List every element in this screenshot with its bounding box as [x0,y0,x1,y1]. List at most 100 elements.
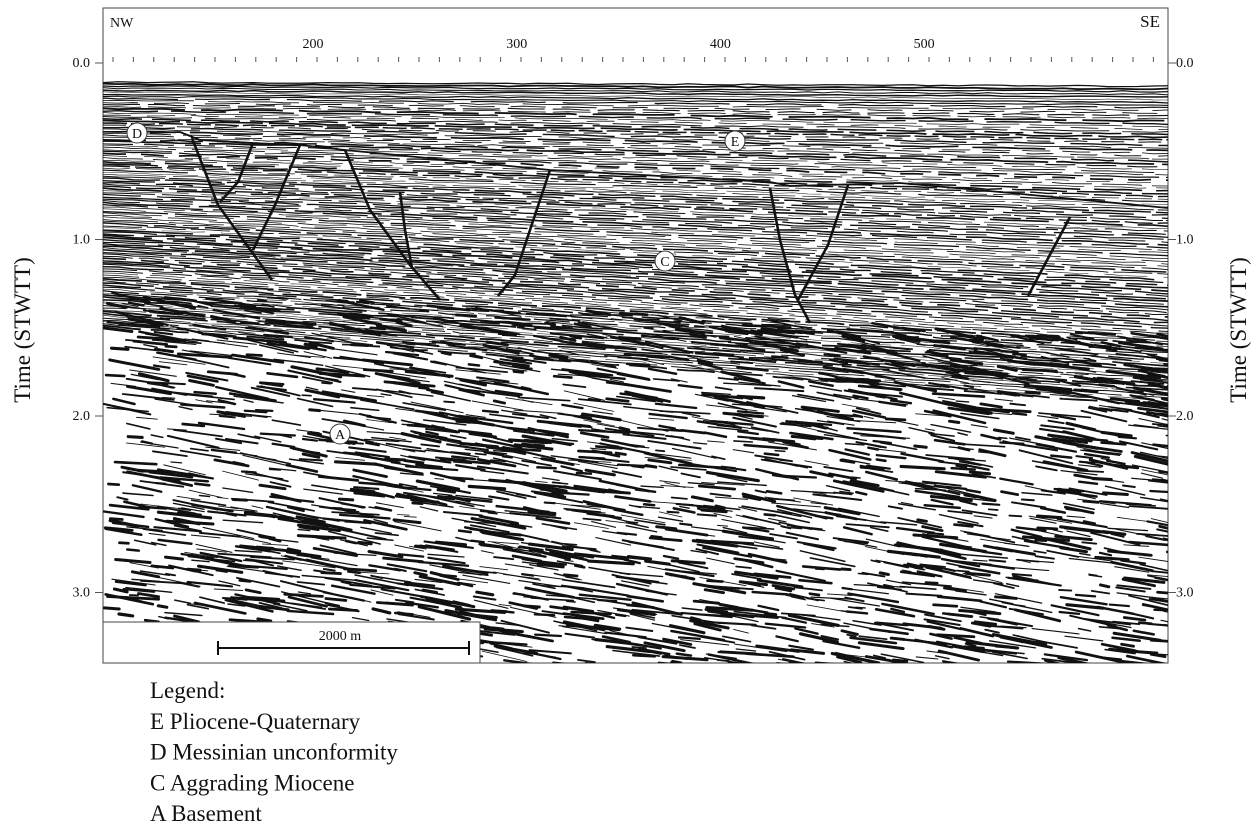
reflection [1012,353,1027,357]
reflection [372,462,424,476]
reflection [459,506,495,512]
reflection [1093,343,1142,353]
reflection [186,393,235,401]
reflection [163,296,198,303]
reflection [737,435,765,440]
reflection [529,563,559,571]
reflector [103,203,1168,249]
reflection [566,686,596,690]
reflection [622,433,667,440]
reflection [470,307,521,315]
reflection [254,560,275,567]
reflection [766,357,790,362]
reflection [571,509,615,517]
reflection [374,672,409,677]
reflection [626,594,665,603]
reflection [1128,665,1151,667]
reflection [1074,593,1097,598]
reflection [724,695,736,698]
reflection [1090,665,1100,666]
reflection [707,609,755,619]
reflection [266,341,311,351]
reflection [965,689,993,691]
reflection [1062,502,1095,511]
reflection [1162,673,1176,676]
legend-item: C Aggrading Miocene [150,770,354,795]
legend-item: E Pliocene-Quaternary [150,709,361,734]
reflection [402,448,426,453]
reflection [375,323,408,333]
reflection [325,365,371,378]
reflector [103,157,1168,187]
reflection [934,470,987,479]
reflection [869,627,909,636]
reflection [693,325,705,328]
reflection [152,356,206,365]
reflection [965,464,990,471]
reflection [1149,489,1168,494]
reflection [528,649,572,655]
fault [768,187,812,324]
reflection [479,681,524,691]
reflection [301,437,318,442]
reflection [604,355,649,360]
reflection [950,573,973,580]
reflection [1035,465,1058,472]
reflection [458,581,474,588]
reflection [775,569,826,582]
reflection [521,561,539,565]
legend-item: A Basement [150,801,262,826]
reflection [418,386,430,390]
reflection [394,660,405,663]
reflection [846,327,895,334]
reflection [522,650,562,661]
reflection [616,531,638,536]
reflection [979,687,1019,692]
reflection [164,344,178,349]
reflection [394,567,407,572]
reflection [358,481,403,488]
reflection [207,510,247,517]
reflection [888,685,936,694]
reflection [966,405,1011,414]
reflection [931,670,965,674]
reflection [693,442,708,445]
reflection [169,669,178,671]
reflector [103,95,1168,106]
reflector [103,106,1168,120]
reflection [331,348,378,356]
reflection [499,628,524,634]
reflection [908,426,935,435]
reflection [817,662,819,663]
reflection [434,456,467,462]
reflection [243,409,268,414]
reflection [1036,526,1059,531]
reflection [643,451,693,466]
reflection [690,341,740,348]
reflection [716,659,730,662]
reflection [579,414,593,420]
reflection [1125,654,1168,663]
reflection [1075,455,1094,460]
reflection [1132,375,1157,382]
reflection [1037,391,1062,394]
reflection [1170,621,1213,629]
reflection [1117,435,1138,440]
reflection [469,527,484,532]
reflection [1071,442,1105,451]
reflection [113,293,164,298]
reflection [551,437,578,442]
reflection [732,449,755,454]
reflection [390,461,419,468]
reflection [370,589,394,596]
reflection [670,496,688,500]
reflection [1181,461,1223,468]
reflection [150,564,175,570]
reflection [947,489,991,500]
reflection [190,534,221,539]
reflector [103,81,1168,88]
reflection [163,464,206,476]
reflection [369,326,387,331]
reflection [864,470,899,481]
reflection [494,316,531,321]
